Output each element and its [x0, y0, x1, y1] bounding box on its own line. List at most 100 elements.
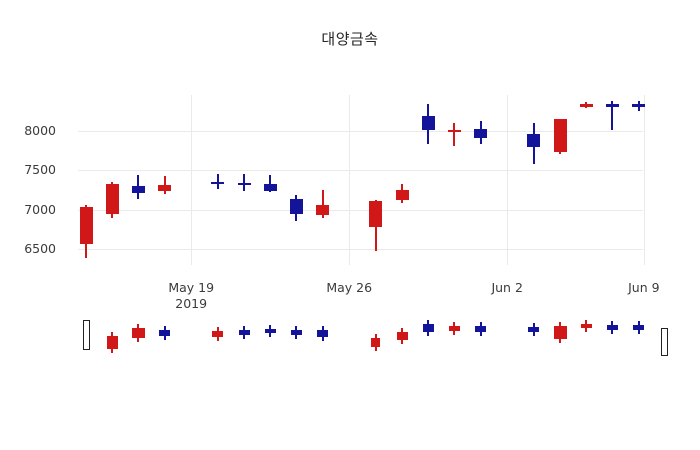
- candle-body: [316, 204, 330, 216]
- volume-candle-body: [580, 324, 592, 328]
- candle-wick: [611, 101, 614, 130]
- candlestick: [527, 95, 541, 265]
- volume-candlestick: [131, 318, 145, 380]
- candle-body: [527, 133, 541, 148]
- candle-body: [105, 183, 119, 214]
- volume-candle-body: [528, 327, 540, 332]
- candlestick: [474, 95, 488, 265]
- x-tick-label: May 19 2019: [168, 280, 215, 311]
- volume-candlestick: [633, 318, 645, 380]
- gridline-horizontal: [78, 170, 643, 172]
- candlestick: [369, 95, 383, 265]
- volume-candlestick: [580, 318, 592, 380]
- gridline-vertical: [507, 95, 509, 265]
- candle-body: [605, 104, 619, 107]
- volume-candle-body: [633, 325, 645, 330]
- volume-candle-body: [82, 320, 90, 350]
- candle-body: [395, 189, 409, 201]
- volume-candlestick: [82, 318, 90, 380]
- candlestick: [105, 95, 119, 265]
- volume-candle-body: [475, 326, 487, 332]
- volume-candlestick: [475, 318, 487, 380]
- volume-candlestick: [528, 318, 540, 380]
- candlestick: [632, 95, 646, 265]
- volume-candle-body: [553, 326, 567, 339]
- candle-body: [289, 198, 303, 214]
- volume-candlestick: [396, 318, 408, 380]
- volume-candle-body: [422, 324, 434, 332]
- volume-candle-body: [661, 328, 669, 356]
- gridline-horizontal: [78, 249, 643, 251]
- candlestick: [421, 95, 435, 265]
- volume-candlestick: [159, 318, 171, 380]
- candlestick: [263, 95, 277, 265]
- candle-body: [79, 207, 93, 245]
- candle-body: [263, 183, 277, 192]
- volume-candlestick: [553, 318, 567, 380]
- volume-candle-body: [212, 331, 224, 337]
- gridline-vertical: [349, 95, 351, 265]
- x-tick-label: May 26: [326, 280, 373, 295]
- candle-body: [579, 104, 593, 107]
- volume-candle-body: [159, 330, 171, 336]
- candle-wick: [243, 174, 245, 192]
- candlestick: [131, 95, 145, 265]
- candle-body: [131, 185, 145, 194]
- chart-title: 대양금속: [321, 30, 379, 48]
- y-tick-label: 7500: [24, 162, 56, 178]
- volume-candlestick: [212, 318, 224, 380]
- volume-candlestick: [371, 318, 381, 380]
- candlestick: [289, 95, 303, 265]
- candle-body: [237, 182, 251, 186]
- candle-body: [553, 118, 567, 152]
- gridline-vertical: [643, 95, 645, 265]
- volume-candlestick: [106, 318, 118, 380]
- volume-candlestick: [317, 318, 329, 380]
- x-tick-label: Jun 2: [491, 280, 523, 295]
- candle-body: [421, 116, 435, 130]
- volume-candle-body: [290, 330, 302, 335]
- candlestick: [447, 95, 461, 265]
- candle-wick: [216, 174, 219, 190]
- candlestick: [211, 95, 225, 265]
- gridline-horizontal: [78, 209, 643, 211]
- volume-candle-body: [606, 325, 618, 330]
- x-tick-label: Jun 9: [628, 280, 660, 295]
- candle-body: [211, 181, 225, 185]
- volume-candlestick: [661, 318, 669, 380]
- candle-wick: [453, 122, 456, 147]
- candlestick: [158, 95, 172, 265]
- volume-candle-body: [371, 338, 381, 347]
- volume-candle-body: [106, 336, 118, 349]
- y-tick-label: 7000: [24, 201, 56, 217]
- volume-candlestick: [238, 318, 250, 380]
- candlestick: [553, 95, 567, 265]
- candlestick: [79, 95, 93, 265]
- candlestick: [237, 95, 251, 265]
- volume-candle-body: [317, 330, 329, 337]
- y-tick-label: 8000: [24, 122, 56, 138]
- candle-body: [632, 104, 646, 107]
- price-panel: [78, 95, 646, 265]
- volume-candlestick: [264, 318, 276, 380]
- gridline-horizontal: [78, 130, 643, 132]
- candlestick: [579, 95, 593, 265]
- candlestick: [605, 95, 619, 265]
- candle-body: [474, 129, 488, 139]
- gridline-vertical: [191, 95, 193, 265]
- candle-body: [158, 185, 172, 192]
- volume-candlestick: [606, 318, 618, 380]
- volume-candlestick: [290, 318, 302, 380]
- volume-candle-body: [396, 332, 408, 340]
- volume-panel: [78, 318, 669, 380]
- volume-candlestick: [422, 318, 434, 380]
- volume-candle-body: [448, 326, 460, 331]
- y-tick-label: 6500: [24, 241, 56, 257]
- candlestick: [395, 95, 409, 265]
- candle-wick: [321, 189, 324, 218]
- volume-candle-body: [131, 328, 145, 338]
- volume-candle-body: [238, 330, 250, 335]
- candle-body: [447, 129, 461, 132]
- candlestick: [316, 95, 330, 265]
